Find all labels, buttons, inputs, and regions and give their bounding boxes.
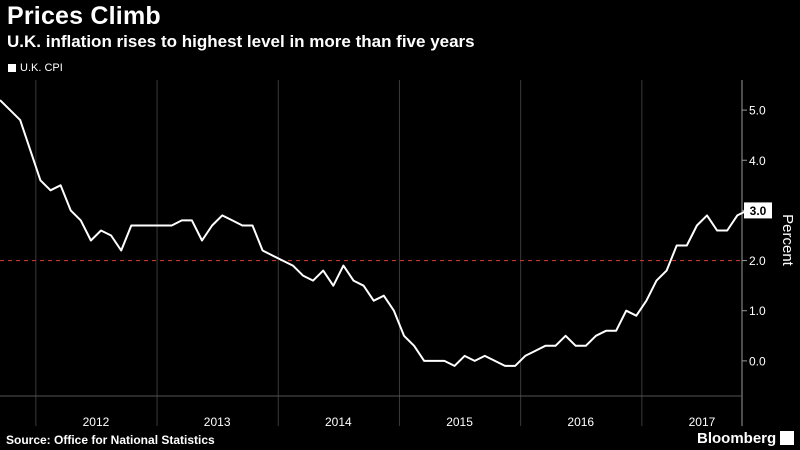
chart-title: Prices Climb: [7, 2, 161, 30]
y-tick-label: 1.0: [749, 304, 766, 318]
legend-label: U.K. CPI: [20, 62, 63, 74]
x-tick-label: 2015: [446, 415, 473, 429]
brand-logo: Bloomberg: [697, 430, 777, 447]
brand-square-icon: [780, 431, 794, 445]
y-tick-label: 0.0: [749, 354, 766, 368]
last-value-box: [744, 202, 772, 219]
y-tick-label: 5.0: [749, 104, 766, 118]
source-note: Source: Office for National Statistics: [6, 433, 215, 447]
chart-subtitle: U.K. inflation rises to highest level in…: [7, 32, 475, 51]
legend-swatch: [8, 64, 16, 72]
x-tick-label: 2013: [204, 415, 231, 429]
x-tick-label: 2014: [325, 415, 352, 429]
last-value-label: 3.0: [750, 204, 767, 218]
x-tick-label: 2017: [689, 415, 716, 429]
y-tick-label: 2.0: [749, 254, 766, 268]
x-tick-label: 2016: [567, 415, 594, 429]
y-axis-title: Percent: [779, 214, 796, 267]
x-tick-label: 2012: [83, 415, 110, 429]
legend: U.K. CPI: [8, 62, 63, 74]
y-tick-label: 4.0: [749, 154, 766, 168]
series-line-uk-cpi: [0, 99, 748, 367]
